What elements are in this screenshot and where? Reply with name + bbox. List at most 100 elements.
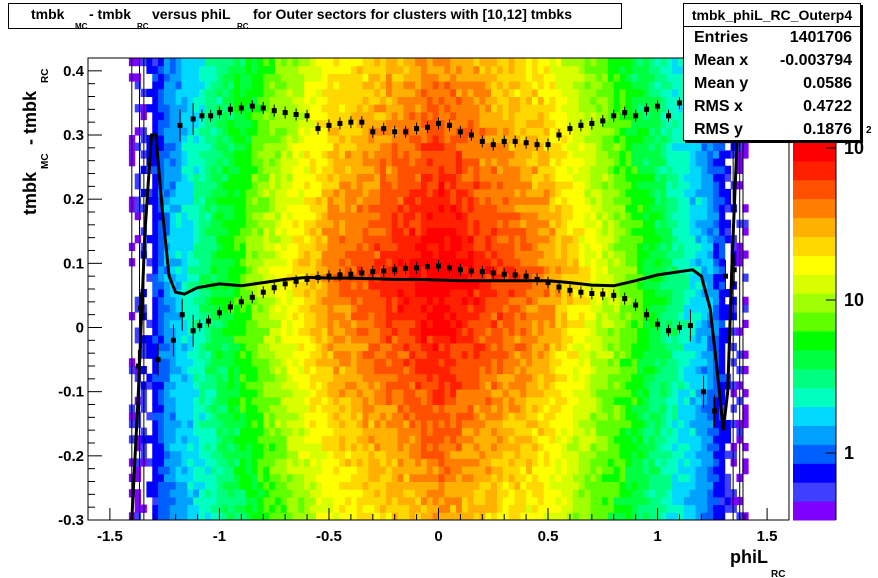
palette-cell bbox=[793, 198, 836, 219]
data-point bbox=[655, 321, 661, 327]
data-point bbox=[381, 126, 387, 132]
data-point bbox=[556, 132, 562, 138]
palette-label: 10 bbox=[844, 138, 864, 158]
stats-label: Mean y bbox=[694, 75, 749, 92]
data-point bbox=[381, 268, 387, 274]
profile-points bbox=[135, 96, 737, 427]
data-point bbox=[655, 103, 661, 109]
data-point bbox=[249, 103, 255, 109]
data-point bbox=[403, 265, 409, 271]
data-point bbox=[567, 287, 573, 293]
data-point bbox=[425, 124, 431, 130]
data-point bbox=[199, 113, 205, 119]
palette-cell bbox=[793, 368, 836, 389]
fit-curve bbox=[130, 102, 741, 521]
palette-cell bbox=[793, 482, 836, 502]
stats-value: 0.4722 bbox=[803, 98, 852, 115]
palette-exponent: 2 bbox=[866, 125, 872, 136]
stats-value: 0.0586 bbox=[803, 75, 852, 92]
stats-label: Entries bbox=[694, 29, 749, 46]
data-point bbox=[676, 100, 682, 106]
data-point bbox=[600, 291, 606, 297]
stats-row: RMS x 0.4722 bbox=[684, 96, 860, 119]
y-tick-label: 0.1 bbox=[63, 255, 84, 272]
data-point bbox=[179, 312, 185, 318]
data-point bbox=[633, 302, 639, 308]
data-point bbox=[731, 267, 737, 273]
title-seg-3: for Outer sectors for clusters with [10,… bbox=[253, 6, 572, 22]
x-tick-label: 0.5 bbox=[538, 528, 559, 545]
data-point bbox=[177, 122, 183, 128]
data-point bbox=[227, 304, 233, 310]
y-tick-label: 0.2 bbox=[63, 191, 84, 208]
y-tick-label: -0.2 bbox=[58, 448, 84, 465]
data-point bbox=[138, 305, 144, 311]
axes: -1.5 -1 -0.5 0 0.5 1 1.5 -0.3 -0.2 -0.1 0 0.1 0.2 0.3… bbox=[58, 63, 777, 545]
fit-line bbox=[130, 102, 741, 521]
stats-value: 0.1876 bbox=[803, 121, 852, 138]
title-seg-1: - tmbk bbox=[89, 6, 131, 22]
y-tick-label: -0.1 bbox=[58, 384, 84, 401]
data-point bbox=[348, 119, 354, 125]
data-point bbox=[676, 325, 682, 330]
data-point bbox=[260, 105, 266, 111]
data-point bbox=[611, 113, 617, 119]
palette-cell bbox=[793, 406, 836, 426]
data-point bbox=[534, 276, 540, 282]
palette-cell bbox=[793, 217, 836, 237]
stats-row: RMS y 0.1876 bbox=[684, 119, 860, 142]
palette-cell bbox=[793, 349, 836, 370]
palette-label: 10 bbox=[844, 290, 864, 310]
data-point bbox=[190, 116, 196, 122]
data-point bbox=[249, 294, 255, 300]
palette-cell bbox=[793, 312, 836, 332]
data-point bbox=[414, 265, 420, 271]
palette-cell bbox=[793, 387, 836, 408]
data-point bbox=[392, 267, 398, 273]
data-point bbox=[479, 269, 485, 275]
data-point bbox=[205, 318, 211, 324]
data-point bbox=[227, 106, 233, 112]
palette-cell bbox=[793, 425, 836, 445]
data-point bbox=[403, 129, 409, 135]
data-point bbox=[567, 126, 573, 132]
data-point bbox=[425, 264, 431, 270]
data-point bbox=[271, 285, 277, 291]
data-point bbox=[468, 268, 474, 274]
palette-cell bbox=[793, 331, 836, 351]
data-point bbox=[348, 271, 354, 277]
palette-cell bbox=[793, 236, 836, 256]
stats-label: RMS y bbox=[694, 121, 743, 138]
stats-label: Mean x bbox=[694, 52, 749, 69]
data-point bbox=[468, 132, 474, 138]
data-point bbox=[457, 267, 463, 273]
data-point bbox=[315, 274, 321, 280]
stats-name: tmbk_phiL_RC_Outerp4 bbox=[684, 4, 860, 27]
data-point bbox=[600, 118, 606, 124]
data-point bbox=[238, 299, 244, 305]
data-point bbox=[155, 357, 161, 363]
heatmap-cells bbox=[128, 58, 749, 521]
data-point bbox=[512, 138, 518, 144]
stats-value: -0.003794 bbox=[779, 52, 852, 69]
data-point bbox=[326, 122, 332, 128]
data-point bbox=[490, 270, 496, 276]
data-point bbox=[523, 273, 529, 279]
data-point bbox=[501, 138, 507, 144]
data-point bbox=[556, 284, 562, 290]
data-point bbox=[436, 120, 441, 126]
stats-value: 1401706 bbox=[789, 29, 852, 46]
y-axis-title: tmbk MC - tmbk RC bbox=[20, 69, 51, 215]
data-point bbox=[666, 113, 672, 119]
palette-cell bbox=[793, 293, 836, 313]
data-point bbox=[216, 310, 222, 316]
palette-cell bbox=[793, 142, 836, 162]
stats-row: Mean y 0.0586 bbox=[684, 73, 860, 96]
stats-row: Entries 1401706 bbox=[684, 27, 860, 50]
palette-cell bbox=[793, 160, 836, 181]
data-point bbox=[633, 113, 639, 119]
data-point bbox=[135, 363, 141, 369]
data-point bbox=[644, 106, 650, 112]
data-point bbox=[190, 328, 196, 334]
